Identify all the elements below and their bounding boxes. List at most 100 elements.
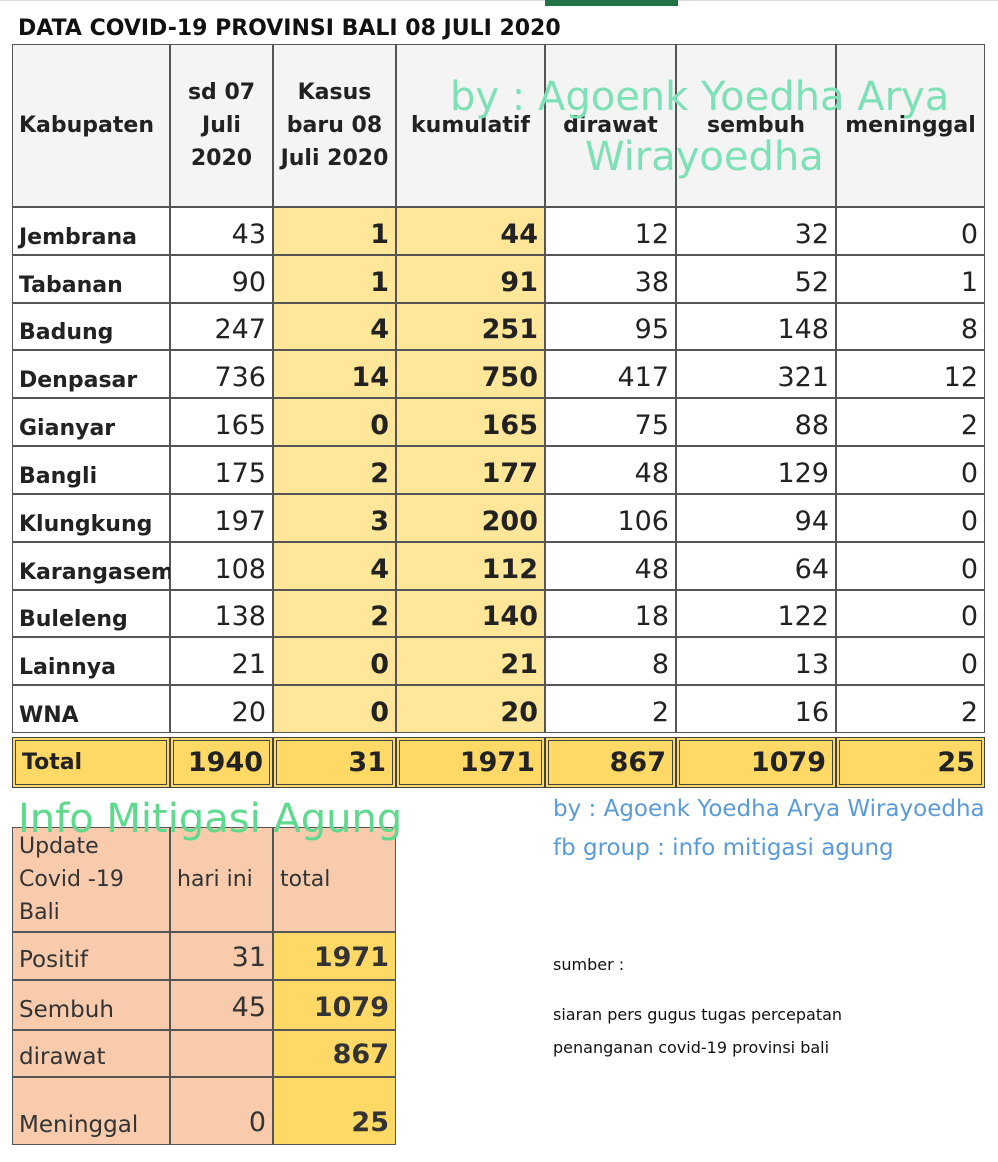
- header-line: meninggal: [845, 113, 976, 138]
- row-label: Karangasem: [12, 541, 174, 590]
- data-cell: 197: [170, 493, 273, 542]
- data-cell: [170, 1030, 273, 1077]
- data-cell: 0: [836, 541, 985, 590]
- row-label: WNA: [12, 685, 170, 733]
- header-line: hari ini: [177, 867, 253, 892]
- data-cell: 18: [545, 589, 676, 638]
- row-label: dirawat: [12, 1030, 170, 1077]
- grid-line: [0, 0, 998, 1]
- column-header: kumulatif: [396, 44, 545, 207]
- total-cell: 867: [545, 737, 676, 788]
- data-cell: 4: [273, 302, 396, 351]
- data-cell: 1: [273, 254, 396, 303]
- data-cell: 750: [396, 350, 545, 399]
- data-cell: 2: [836, 685, 985, 733]
- data-cell: 44: [396, 207, 545, 255]
- column-header: Kasus baru 08 Juli 2020: [273, 44, 396, 207]
- column-header: sembuh: [676, 44, 836, 207]
- data-cell: 4: [273, 541, 396, 590]
- column-header: dirawat: [545, 44, 676, 207]
- header-line: total: [280, 867, 331, 892]
- selection-indicator: [545, 0, 678, 6]
- row-label: Buleleng: [12, 589, 170, 638]
- data-cell: 0: [273, 637, 396, 686]
- row-label: Meninggal: [12, 1077, 170, 1145]
- data-cell: 48: [545, 541, 676, 590]
- total-cell: 1940: [170, 737, 273, 788]
- sheet-title: DATA COVID-19 PROVINSI BALI 08 JULI 2020: [18, 16, 561, 41]
- header-line: Kabupaten: [19, 113, 154, 138]
- row-label: Jembrana: [12, 207, 170, 255]
- data-cell: 122: [676, 589, 836, 638]
- header-line: kumulatif: [411, 113, 530, 138]
- header-line: sd 07: [187, 80, 256, 105]
- data-cell: 0: [836, 589, 985, 638]
- data-cell: 0: [170, 1077, 273, 1145]
- data-cell: 251: [396, 302, 545, 351]
- data-cell: 148: [676, 302, 836, 351]
- total-cell: Total: [12, 737, 170, 788]
- data-cell: 2: [836, 398, 985, 447]
- header-line: dirawat: [563, 113, 658, 138]
- data-cell: 0: [273, 398, 396, 447]
- data-cell: 165: [170, 398, 273, 447]
- data-cell: 8: [545, 637, 676, 686]
- data-cell: 52: [676, 254, 836, 303]
- header-line: Juli 2020: [280, 146, 389, 171]
- data-cell: 13: [676, 637, 836, 686]
- row-label: Klungkung: [12, 493, 170, 542]
- data-cell: 95: [545, 302, 676, 351]
- data-cell: 138: [170, 589, 273, 638]
- data-cell: 20: [396, 685, 545, 733]
- header-line: Kasus: [297, 80, 372, 105]
- total-cell: 1079: [676, 737, 836, 788]
- data-cell: 112: [396, 541, 545, 590]
- data-cell: 2: [273, 446, 396, 494]
- data-cell: 1971: [273, 932, 396, 980]
- data-cell: 45: [170, 980, 273, 1030]
- row-label: Gianyar: [12, 398, 170, 447]
- total-cell: 25: [836, 737, 985, 788]
- data-cell: 25: [273, 1077, 396, 1145]
- data-cell: 75: [545, 398, 676, 447]
- data-cell: 867: [273, 1030, 396, 1077]
- group-note: fb group : info mitigasi agung: [553, 835, 894, 861]
- column-header: total: [273, 827, 396, 932]
- data-cell: 200: [396, 493, 545, 542]
- data-cell: 2: [273, 589, 396, 638]
- column-header: hari ini: [170, 827, 273, 932]
- column-header: Update Covid -19 Bali: [12, 827, 170, 932]
- data-cell: 0: [836, 446, 985, 494]
- data-cell: 16: [676, 685, 836, 733]
- data-cell: 14: [273, 350, 396, 399]
- data-cell: 21: [170, 637, 273, 686]
- column-header: sd 07 Juli 2020: [170, 44, 273, 207]
- data-cell: 91: [396, 254, 545, 303]
- row-label: Badung: [12, 302, 170, 351]
- header-line: sembuh: [706, 113, 805, 138]
- data-cell: 247: [170, 302, 273, 351]
- data-cell: 12: [836, 350, 985, 399]
- row-label: Lainnya: [12, 637, 170, 686]
- data-cell: 175: [170, 446, 273, 494]
- watermark: Wirayoedha: [585, 134, 824, 180]
- data-cell: 88: [676, 398, 836, 447]
- row-label: Positif: [12, 932, 170, 980]
- data-cell: 736: [170, 350, 273, 399]
- row-label: Denpasar: [12, 350, 170, 399]
- header-line: Juli: [202, 113, 241, 138]
- data-cell: 64: [676, 541, 836, 590]
- source-label: sumber :: [553, 955, 625, 974]
- header-line: Update: [19, 834, 99, 859]
- row-label: Tabanan: [12, 254, 170, 303]
- data-cell: 108: [170, 541, 273, 590]
- data-cell: 1: [836, 254, 985, 303]
- data-cell: 417: [545, 350, 676, 399]
- data-cell: 0: [273, 685, 396, 733]
- header-line: Bali: [19, 900, 60, 925]
- data-cell: 129: [676, 446, 836, 494]
- header-line: baru 08: [286, 113, 383, 138]
- total-cell: 1971: [396, 737, 545, 788]
- data-cell: 12: [545, 207, 676, 255]
